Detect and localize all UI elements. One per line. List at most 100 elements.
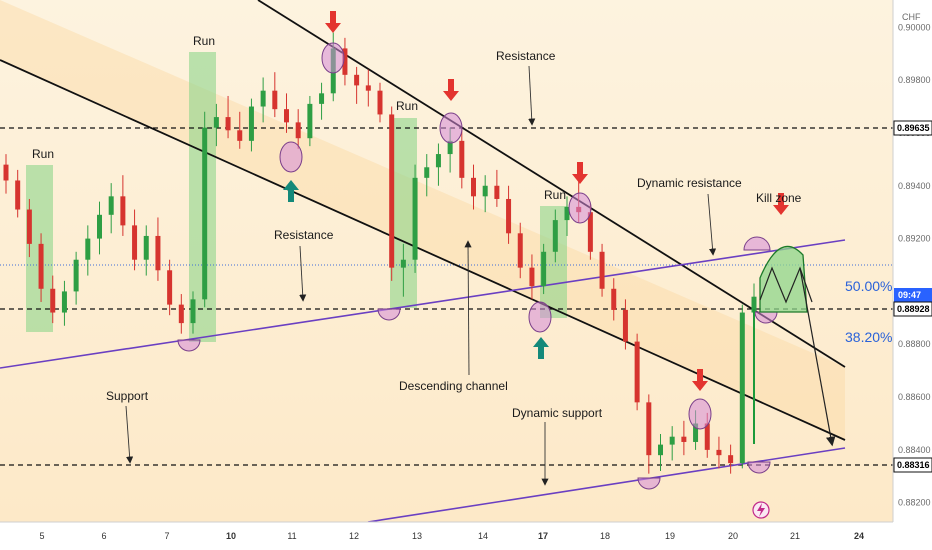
y-tick-label: 0.88800: [898, 339, 931, 349]
y-tick-label: 0.88400: [898, 445, 931, 455]
time-axis: [0, 522, 893, 550]
candle-body: [377, 90, 383, 115]
candle-body: [693, 423, 699, 442]
candle-body: [728, 455, 734, 464]
touch-circle: [439, 112, 463, 144]
current-time-text: 09:47: [898, 290, 921, 300]
candle-body: [471, 177, 476, 197]
support-label: Support: [106, 389, 149, 403]
candles: [3, 32, 757, 474]
candle-body: [319, 93, 325, 104]
candle-body: [50, 288, 56, 313]
candle-body: [354, 74, 360, 86]
x-tick-label: 13: [412, 531, 422, 541]
candle-body: [15, 180, 21, 210]
dynamic-resistance-label: Dynamic resistance: [637, 176, 742, 190]
price-tag-0-88928: 0.88928: [893, 301, 932, 317]
candle-body: [155, 235, 161, 271]
teal-arrows: [283, 180, 549, 359]
resistance-label-top: Resistance: [496, 49, 556, 63]
candle-body: [97, 214, 102, 239]
touch-circle: [279, 141, 303, 173]
y-tick-label: 0.89800: [898, 75, 931, 85]
channel-lower-line: [0, 59, 846, 441]
candle-body: [459, 140, 465, 178]
candle-body: [494, 185, 500, 199]
dynamic-support-line: [367, 447, 846, 523]
y-tick-label: 0.89200: [898, 234, 931, 244]
candle-body: [517, 233, 523, 268]
projection-arrow: [799, 267, 836, 447]
candle-body: [435, 154, 441, 168]
descending-channel-label: Descending channel: [399, 379, 508, 393]
kill-zone-label: Kill zone: [756, 191, 802, 205]
candle-body: [541, 251, 547, 287]
candle-body: [751, 296, 757, 313]
fib-38-label: 38.20%: [845, 329, 892, 345]
candle-body: [424, 167, 430, 178]
fib-50-label: 50.00%: [845, 278, 892, 294]
candle-body: [634, 341, 640, 403]
pointer-line: [464, 240, 472, 376]
touch-half-circle: [754, 311, 778, 324]
candle-body: [3, 164, 9, 181]
candle-body: [178, 304, 184, 324]
candle-body: [529, 267, 535, 287]
price-tag-text: 0.88316: [897, 460, 930, 470]
x-tick-label: 20: [728, 531, 738, 541]
candle-body: [26, 209, 32, 244]
candle-body: [167, 270, 173, 305]
candle-body: [681, 436, 687, 442]
candle-body: [412, 177, 418, 260]
candle-body: [342, 48, 348, 75]
x-ticks: 5 6 7 10 11 12 13 14 17 18 19 20 21 24: [39, 531, 864, 541]
candle-body: [73, 259, 79, 292]
touch-circle: [528, 301, 552, 333]
pointer-line: [528, 65, 536, 126]
candle-body: [307, 103, 313, 139]
pointer-line: [707, 193, 717, 256]
candle-body: [120, 196, 126, 226]
candle-body: [599, 251, 605, 289]
resistance-label-mid: Resistance: [274, 228, 334, 242]
x-tick-label: 10: [226, 531, 236, 541]
price-tag-0-89635: 0.89635: [893, 120, 932, 136]
touch-half-circle: [637, 477, 661, 490]
x-tick-label: 6: [101, 531, 106, 541]
candle-body: [284, 109, 289, 123]
candle-body: [237, 130, 243, 141]
touch-half-circle: [377, 308, 401, 321]
candle-body: [587, 212, 593, 252]
run-label: Run: [32, 147, 54, 161]
candle-body: [248, 106, 254, 141]
candle-body: [143, 235, 149, 260]
candle-body: [739, 312, 745, 464]
x-tick-label: 7: [164, 531, 169, 541]
touch-circle: [321, 42, 345, 74]
y-tick-label: 0.88600: [898, 392, 931, 402]
candle-body: [669, 436, 675, 445]
run-label: Run: [193, 34, 215, 48]
x-tick-label: 24: [854, 531, 864, 541]
candle-body: [365, 85, 371, 91]
candle-body: [482, 185, 488, 197]
teal-up-arrow: [283, 180, 299, 202]
touch-circle: [568, 192, 592, 224]
candle-body: [564, 206, 570, 221]
current-time-tag: 09:47: [894, 288, 932, 302]
currency-label: CHF: [902, 12, 921, 22]
lightning-icon[interactable]: [752, 501, 770, 519]
candle-body: [202, 127, 208, 300]
touch-half-circle: [743, 236, 771, 251]
dynamic-support-label: Dynamic support: [512, 406, 603, 420]
run-label: Run: [544, 188, 566, 202]
candle-body: [85, 238, 91, 260]
red-down-arrow: [325, 11, 341, 33]
touch-points: [177, 42, 778, 490]
price-tag-text: 0.88928: [897, 304, 930, 314]
x-tick-label: 11: [287, 531, 296, 541]
candle-body: [190, 299, 196, 324]
red-arrows: [325, 11, 789, 391]
y-tick-label: 0.88200: [898, 498, 931, 508]
red-down-arrow: [572, 162, 588, 184]
